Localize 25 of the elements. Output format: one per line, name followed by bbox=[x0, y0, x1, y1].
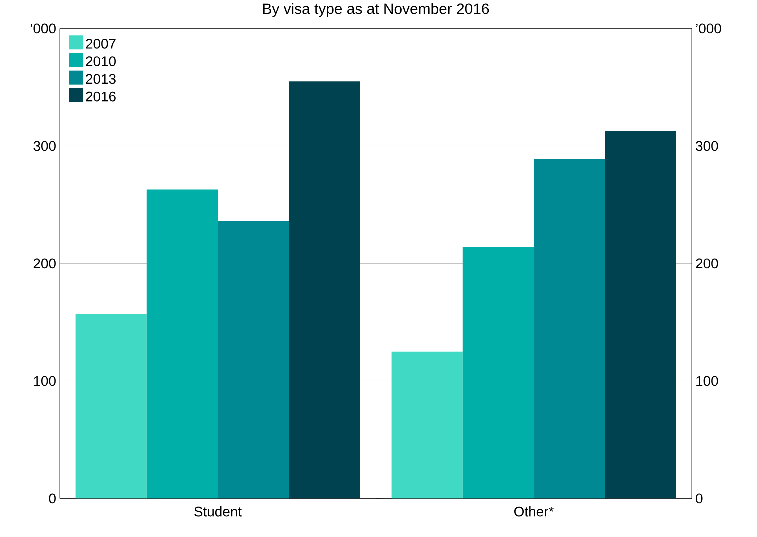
y-tick-label: 0 bbox=[49, 494, 56, 504]
y2-tick-label: 200 bbox=[696, 258, 718, 269]
bar bbox=[392, 352, 463, 499]
x-tick-label: Other* bbox=[514, 506, 554, 517]
bar bbox=[605, 131, 676, 499]
y2-tick-label: 300 bbox=[696, 141, 718, 152]
bar bbox=[289, 82, 360, 499]
y-tick-label: 100 bbox=[34, 376, 56, 386]
y2-tick-label: 100 bbox=[696, 376, 718, 386]
y-tick-label: 300 bbox=[34, 141, 56, 152]
y2-tick-label: 0 bbox=[696, 494, 703, 504]
legend-label: 2013 bbox=[86, 74, 116, 84]
chart-subtitle: By visa type as at November 2016 bbox=[263, 3, 490, 18]
bar bbox=[462, 247, 534, 499]
y2-axis-title: ’000 bbox=[696, 24, 722, 34]
legend-label: 2010 bbox=[86, 56, 116, 67]
y-tick-label: 200 bbox=[34, 258, 56, 269]
x-tick-label: Student bbox=[194, 506, 242, 517]
bar bbox=[76, 314, 147, 499]
bar bbox=[218, 222, 290, 499]
legend-label: 2016 bbox=[86, 92, 116, 102]
y-axis-title: ’000 bbox=[30, 24, 56, 34]
bar bbox=[534, 159, 606, 499]
bar bbox=[146, 190, 218, 499]
legend-label: 2007 bbox=[86, 39, 116, 50]
